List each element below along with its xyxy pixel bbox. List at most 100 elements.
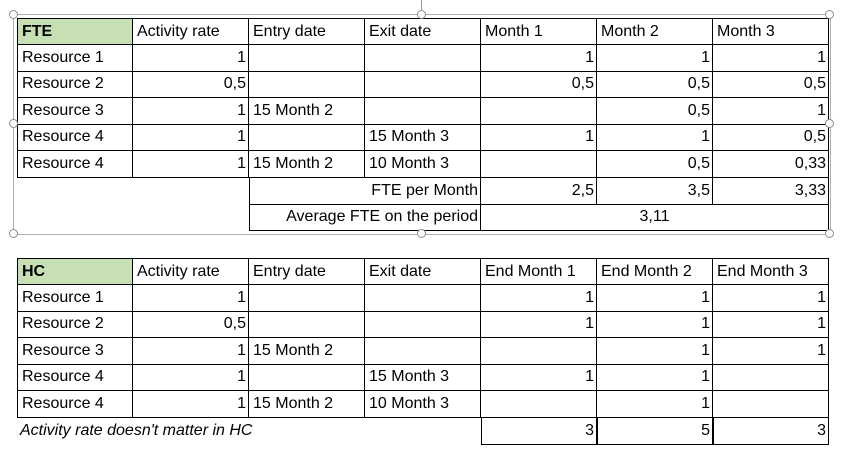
fte-row-5-col-3[interactable]: 10 Month 3 [365, 151, 481, 178]
fte-row-4-col-2[interactable] [249, 124, 365, 151]
hc-row-5-col-1[interactable]: 1 [133, 391, 249, 418]
fte-header-6[interactable]: Month 3 [713, 18, 829, 45]
resize-handle-top-left[interactable] [9, 10, 18, 19]
fte-row-1-col-6[interactable]: 1 [713, 45, 829, 72]
hc-row-1-col-4[interactable]: 1 [481, 285, 597, 312]
fte-row-2-col-4[interactable]: 0,5 [481, 71, 597, 98]
hc-row-1-col-6[interactable]: 1 [713, 285, 829, 312]
fte-row-2-col-2[interactable] [249, 71, 365, 98]
resize-handle-middle-left[interactable] [9, 119, 18, 128]
fte-row-5-col-2[interactable]: 15 Month 2 [249, 151, 365, 178]
fte-per-month-value-1[interactable]: 2,5 [481, 178, 597, 205]
hc-row-2-col-0[interactable]: Resource 2 [17, 311, 133, 338]
fte-row-3-col-6[interactable]: 1 [713, 98, 829, 125]
fte-row-4-col-6[interactable]: 0,5 [713, 124, 829, 151]
hc-row-5-col-4[interactable] [481, 391, 597, 418]
fte-row-1-col-5[interactable]: 1 [597, 45, 713, 72]
fte-header-5[interactable]: Month 2 [597, 18, 713, 45]
hc-row-4-col-5[interactable]: 1 [597, 364, 713, 391]
fte-header-0[interactable]: FTE [17, 18, 133, 45]
hc-row-4-col-3[interactable]: 15 Month 3 [365, 364, 481, 391]
fte-header-4[interactable]: Month 1 [481, 18, 597, 45]
fte-row-1-col-0[interactable]: Resource 1 [17, 45, 133, 72]
hc-row-3-col-6[interactable]: 1 [713, 338, 829, 365]
hc-row-3-col-2[interactable]: 15 Month 2 [249, 338, 365, 365]
fte-row-3-col-2[interactable]: 15 Month 2 [249, 98, 365, 125]
fte-row-3-col-4[interactable] [481, 98, 597, 125]
fte-row-3-col-3[interactable] [365, 98, 481, 125]
hc-header-3[interactable]: Exit date [365, 258, 481, 285]
fte-row-5-col-1[interactable]: 1 [133, 151, 249, 178]
fte-row-2-col-5[interactable]: 0,5 [597, 71, 713, 98]
resize-handle-bottom-right[interactable] [825, 229, 834, 238]
hc-row-2-col-5[interactable]: 1 [597, 311, 713, 338]
fte-per-month-value-3[interactable]: 3,33 [713, 178, 829, 205]
hc-row-1-col-2[interactable] [249, 285, 365, 312]
rotate-handle-stem[interactable] [421, 0, 422, 10]
hc-row-1-col-0[interactable]: Resource 1 [17, 285, 133, 312]
hc-row-2-col-6[interactable]: 1 [713, 311, 829, 338]
hc-row-4-col-6[interactable] [713, 364, 829, 391]
hc-row-3-col-5[interactable]: 1 [597, 338, 713, 365]
hc-row-1-col-5[interactable]: 1 [597, 285, 713, 312]
hc-row-2-col-4[interactable]: 1 [481, 311, 597, 338]
fte-row-2-col-0[interactable]: Resource 2 [17, 71, 133, 98]
resize-handle-bottom-left[interactable] [9, 229, 18, 238]
resize-handle-top-center[interactable] [417, 10, 426, 19]
hc-header-0[interactable]: HC [17, 258, 133, 285]
fte-header-1[interactable]: Activity rate [133, 18, 249, 45]
resize-handle-top-right[interactable] [825, 10, 834, 19]
hc-total-2[interactable]: 5 [597, 418, 713, 445]
hc-header-4[interactable]: End Month 1 [481, 258, 597, 285]
hc-header-5[interactable]: End Month 2 [597, 258, 713, 285]
hc-row-5-col-0[interactable]: Resource 4 [17, 391, 133, 418]
resize-handle-bottom-center[interactable] [417, 229, 426, 238]
hc-header-6[interactable]: End Month 3 [713, 258, 829, 285]
hc-row-4-col-4[interactable]: 1 [481, 364, 597, 391]
fte-row-4-col-4[interactable]: 1 [481, 124, 597, 151]
fte-average-label[interactable]: Average FTE on the period [249, 204, 481, 231]
fte-row-4-col-3[interactable]: 15 Month 3 [365, 124, 481, 151]
fte-row-1-col-2[interactable] [249, 45, 365, 72]
hc-row-3-col-4[interactable] [481, 338, 597, 365]
hc-row-3-col-0[interactable]: Resource 3 [17, 338, 133, 365]
hc-row-1-col-1[interactable]: 1 [133, 285, 249, 312]
fte-row-5-col-4[interactable] [481, 151, 597, 178]
fte-per-month-label[interactable]: FTE per Month [249, 178, 481, 205]
hc-row-1-col-3[interactable] [365, 285, 481, 312]
fte-row-1-col-3[interactable] [365, 45, 481, 72]
fte-row-1-col-4[interactable]: 1 [481, 45, 597, 72]
hc-row-2-col-1[interactable]: 0,5 [133, 311, 249, 338]
fte-row-3-col-5[interactable]: 0,5 [597, 98, 713, 125]
fte-row-5-col-6[interactable]: 0,33 [713, 151, 829, 178]
fte-row-2-col-3[interactable] [365, 71, 481, 98]
fte-row-3-col-0[interactable]: Resource 3 [17, 98, 133, 125]
fte-header-2[interactable]: Entry date [249, 18, 365, 45]
fte-row-4-col-5[interactable]: 1 [597, 124, 713, 151]
hc-row-5-col-6[interactable] [713, 391, 829, 418]
hc-row-2-col-3[interactable] [365, 311, 481, 338]
hc-header-2[interactable]: Entry date [249, 258, 365, 285]
fte-row-2-col-1[interactable]: 0,5 [133, 71, 249, 98]
hc-row-4-col-1[interactable]: 1 [133, 364, 249, 391]
fte-per-month-value-2[interactable]: 3,5 [597, 178, 713, 205]
hc-row-4-col-2[interactable] [249, 364, 365, 391]
fte-row-2-col-6[interactable]: 0,5 [713, 71, 829, 98]
fte-row-4-col-1[interactable]: 1 [133, 124, 249, 151]
hc-row-3-col-1[interactable]: 1 [133, 338, 249, 365]
hc-row-3-col-3[interactable] [365, 338, 481, 365]
fte-header-3[interactable]: Exit date [365, 18, 481, 45]
hc-total-1[interactable]: 3 [481, 418, 597, 445]
hc-note[interactable]: Activity rate doesn't matter in HC [20, 422, 253, 439]
hc-row-5-col-3[interactable]: 10 Month 3 [365, 391, 481, 418]
hc-header-1[interactable]: Activity rate [133, 258, 249, 285]
fte-row-1-col-1[interactable]: 1 [133, 45, 249, 72]
fte-row-3-col-1[interactable]: 1 [133, 98, 249, 125]
fte-row-5-col-5[interactable]: 0,5 [597, 151, 713, 178]
hc-total-3[interactable]: 3 [713, 418, 829, 445]
hc-row-2-col-2[interactable] [249, 311, 365, 338]
hc-row-5-col-5[interactable]: 1 [597, 391, 713, 418]
hc-row-5-col-2[interactable]: 15 Month 2 [249, 391, 365, 418]
fte-row-5-col-0[interactable]: Resource 4 [17, 151, 133, 178]
hc-row-4-col-0[interactable]: Resource 4 [17, 364, 133, 391]
